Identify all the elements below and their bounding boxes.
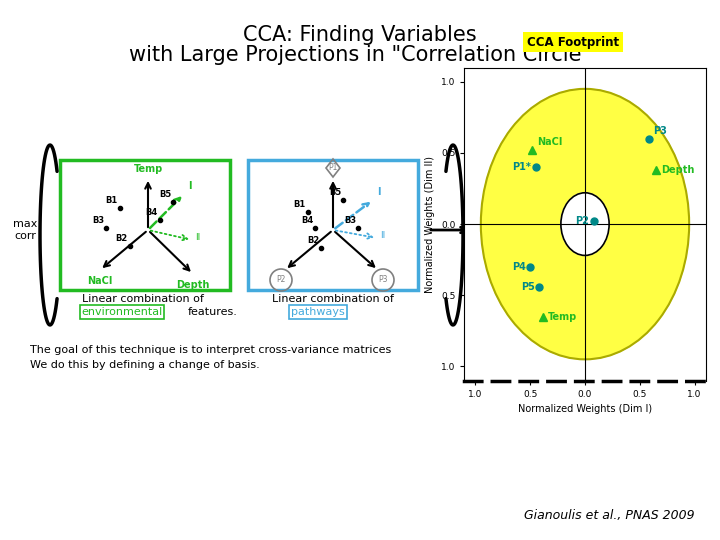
Text: B5: B5 — [158, 190, 171, 199]
Text: B4: B4 — [145, 208, 158, 217]
Text: pathways: pathways — [291, 307, 345, 317]
Circle shape — [561, 193, 609, 255]
Text: P2: P2 — [276, 275, 286, 285]
Text: B3: B3 — [92, 216, 104, 225]
Text: Linear combination of: Linear combination of — [272, 294, 394, 304]
Text: B5: B5 — [329, 188, 341, 197]
Text: II: II — [195, 233, 200, 241]
Text: Depth: Depth — [176, 280, 210, 290]
Text: B1: B1 — [294, 200, 306, 209]
Text: B3: B3 — [344, 216, 356, 225]
Y-axis label: Normalized Weights (Dim II): Normalized Weights (Dim II) — [426, 156, 436, 293]
Text: B2: B2 — [116, 234, 128, 243]
Text: Gianoulis et al., PNAS 2009: Gianoulis et al., PNAS 2009 — [524, 509, 695, 522]
Text: II: II — [380, 231, 385, 240]
Text: Depth: Depth — [661, 165, 694, 175]
Text: with Large Projections in "Correlation Circle": with Large Projections in "Correlation C… — [129, 45, 591, 65]
Text: Linear combination of: Linear combination of — [82, 294, 204, 304]
Bar — [248, 160, 418, 290]
Bar — [60, 160, 230, 290]
Text: NaCl: NaCl — [537, 137, 562, 147]
Text: I: I — [377, 187, 380, 197]
Text: P5: P5 — [521, 282, 534, 292]
Text: CCA: Finding Variables: CCA: Finding Variables — [243, 25, 477, 45]
Text: P4: P4 — [512, 262, 526, 272]
Text: P1: P1 — [328, 164, 338, 172]
Text: P3: P3 — [378, 275, 388, 285]
Text: B1: B1 — [106, 196, 118, 205]
Text: B2: B2 — [307, 236, 319, 245]
Text: max
corr: max corr — [13, 219, 37, 241]
Text: environmental: environmental — [81, 307, 163, 317]
Text: Temp: Temp — [548, 312, 577, 322]
Text: P2: P2 — [575, 216, 590, 226]
Text: I: I — [188, 181, 192, 191]
Text: The goal of this technique is to interpret cross-variance matrices
We do this by: The goal of this technique is to interpr… — [30, 345, 391, 370]
Text: NaCl: NaCl — [87, 276, 113, 286]
Text: Temp: Temp — [133, 164, 163, 174]
Text: P1*: P1* — [513, 162, 531, 172]
Circle shape — [481, 89, 689, 359]
Text: CCA Footprint: CCA Footprint — [527, 36, 619, 49]
Text: B4: B4 — [301, 216, 313, 225]
Text: features.: features. — [188, 307, 238, 317]
X-axis label: Normalized Weights (Dim I): Normalized Weights (Dim I) — [518, 404, 652, 414]
Text: P3: P3 — [653, 126, 667, 136]
